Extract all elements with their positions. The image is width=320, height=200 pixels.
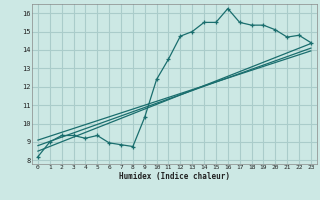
X-axis label: Humidex (Indice chaleur): Humidex (Indice chaleur) xyxy=(119,172,230,181)
